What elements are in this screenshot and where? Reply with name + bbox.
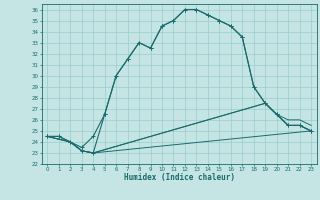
- X-axis label: Humidex (Indice chaleur): Humidex (Indice chaleur): [124, 173, 235, 182]
